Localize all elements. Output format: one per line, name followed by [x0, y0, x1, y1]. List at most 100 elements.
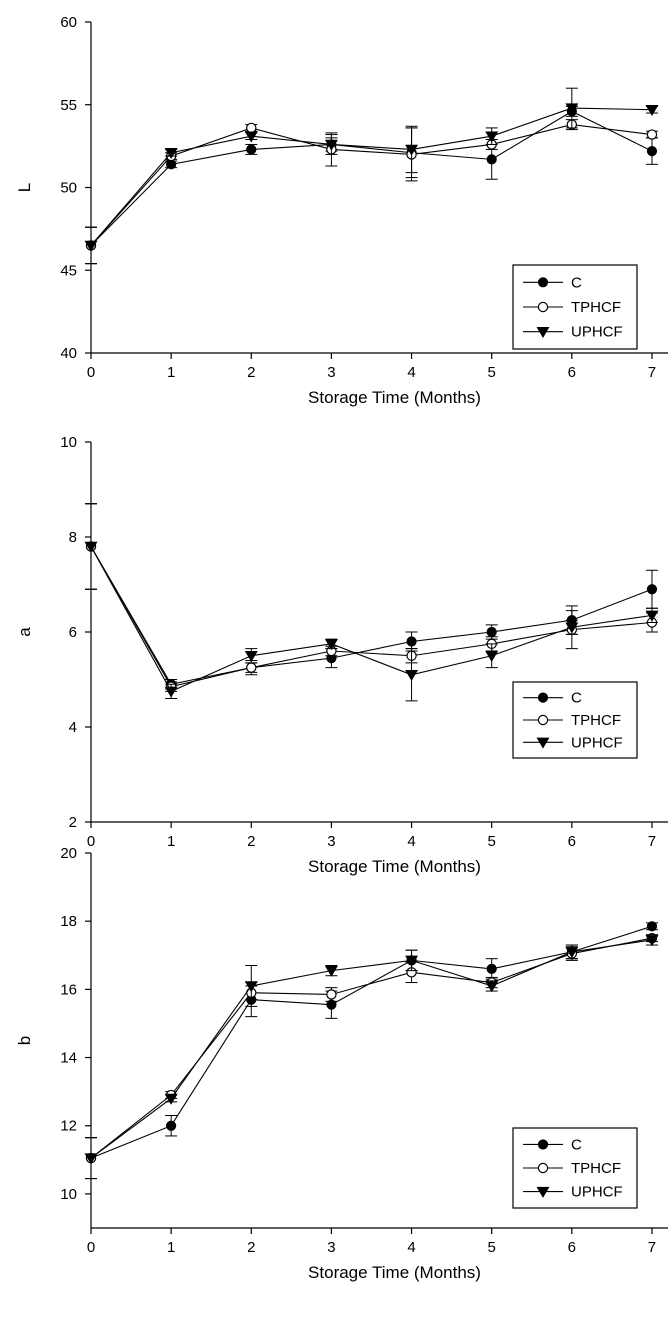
series-line — [90, 939, 653, 1159]
data-point — [646, 129, 658, 140]
panel-a: 2 4 6 8 10 0 1 2 3 4 5 6 7 Storage Time (Months) a C TPH… — [15, 434, 668, 876]
legend: C TPHCF UPHCF — [512, 681, 638, 759]
series-line — [90, 937, 653, 1159]
y-tick-label: 4 — [69, 719, 77, 736]
x-tick-label: 5 — [488, 833, 496, 850]
y-axis-label: L — [15, 183, 34, 192]
x-tick-label: 5 — [488, 1239, 496, 1256]
series-tphcf — [85, 503, 658, 692]
legend-label: UPHCF — [571, 1184, 623, 1201]
y-tick-label: 6 — [69, 624, 77, 641]
data-point — [246, 122, 257, 134]
data-point — [244, 131, 258, 143]
y-tick-label: 20 — [60, 845, 77, 862]
legend-label: TPHCF — [571, 712, 621, 729]
series-c — [85, 503, 658, 690]
legend-label: UPHCF — [571, 324, 623, 341]
x-tick-label: 2 — [247, 364, 255, 381]
y-tick-label: 16 — [60, 981, 77, 998]
legend-marker — [537, 1139, 549, 1150]
x-tick-label: 4 — [407, 833, 415, 850]
legend-label: TPHCF — [571, 1160, 621, 1177]
data-point — [646, 145, 658, 157]
x-tick-label: 4 — [407, 364, 415, 381]
y-tick-label: 14 — [60, 1050, 77, 1067]
y-tick-label: 10 — [60, 1186, 77, 1203]
legend-label: C — [571, 274, 582, 291]
x-axis-label: Storage Time (Months) — [308, 857, 481, 876]
data-point — [485, 651, 499, 663]
legend: C TPHCF UPHCF — [512, 264, 638, 350]
legend-label: TPHCF — [571, 299, 621, 316]
data-point — [324, 639, 338, 651]
series-uphcf — [84, 87, 659, 265]
data-point — [405, 144, 419, 156]
series-line — [90, 124, 653, 246]
y-tick-label: 55 — [60, 97, 77, 114]
x-tick-label: 0 — [87, 833, 95, 850]
y-tick-label: 10 — [60, 434, 77, 451]
y-tick-label: 50 — [60, 180, 77, 197]
x-tick-label: 3 — [327, 1239, 335, 1256]
x-tick-label: 6 — [568, 364, 576, 381]
x-axis-label: Storage Time (Months) — [308, 388, 481, 407]
series-line — [90, 107, 652, 246]
series-line — [90, 925, 653, 1159]
x-tick-label: 2 — [247, 833, 255, 850]
data-point — [486, 154, 497, 165]
series-line — [90, 546, 653, 685]
data-point — [244, 981, 258, 993]
x-tick-label: 1 — [167, 833, 175, 850]
data-point — [84, 1153, 98, 1165]
legend-marker — [537, 714, 549, 726]
data-point — [646, 921, 658, 932]
data-point — [645, 105, 659, 117]
x-tick-label: 0 — [87, 1239, 95, 1256]
x-tick-label: 7 — [648, 833, 656, 850]
x-tick-label: 3 — [327, 833, 335, 850]
y-tick-label: 60 — [60, 14, 77, 31]
legend-marker — [537, 301, 549, 313]
data-point — [565, 103, 579, 115]
data-point — [485, 131, 499, 143]
data-point — [565, 622, 579, 634]
x-tick-label: 2 — [247, 1239, 255, 1256]
x-tick-label: 4 — [407, 1239, 415, 1256]
x-tick-label: 3 — [327, 364, 335, 381]
data-point — [166, 1120, 177, 1131]
y-tick-label: 18 — [60, 913, 77, 930]
data-point — [246, 662, 257, 673]
data-point — [486, 963, 497, 975]
data-point — [485, 981, 499, 993]
data-point — [406, 636, 417, 647]
data-point — [84, 541, 98, 553]
y-axis-label: b — [15, 1036, 34, 1045]
x-tick-label: 1 — [167, 1239, 175, 1256]
data-point — [645, 610, 659, 622]
y-tick-label: 8 — [69, 529, 77, 546]
series-line — [90, 546, 653, 693]
data-point — [84, 240, 98, 252]
series-uphcf — [84, 934, 659, 1180]
data-point — [405, 955, 419, 967]
y-tick-label: 45 — [60, 262, 77, 279]
data-point — [244, 651, 258, 663]
x-tick-label: 6 — [568, 833, 576, 850]
x-tick-label: 0 — [87, 364, 95, 381]
legend-marker — [537, 692, 549, 703]
data-point — [164, 1093, 178, 1105]
y-tick-label: 40 — [60, 345, 77, 362]
series-line — [90, 110, 653, 246]
data-point — [486, 626, 497, 638]
data-point — [565, 947, 579, 959]
data-point — [326, 989, 337, 1000]
x-tick-label: 1 — [167, 364, 175, 381]
legend-marker — [536, 737, 550, 749]
y-tick-label: 2 — [69, 814, 77, 831]
x-tick-label: 6 — [568, 1239, 576, 1256]
legend-marker — [536, 1186, 550, 1198]
x-tick-label: 7 — [648, 1239, 656, 1256]
